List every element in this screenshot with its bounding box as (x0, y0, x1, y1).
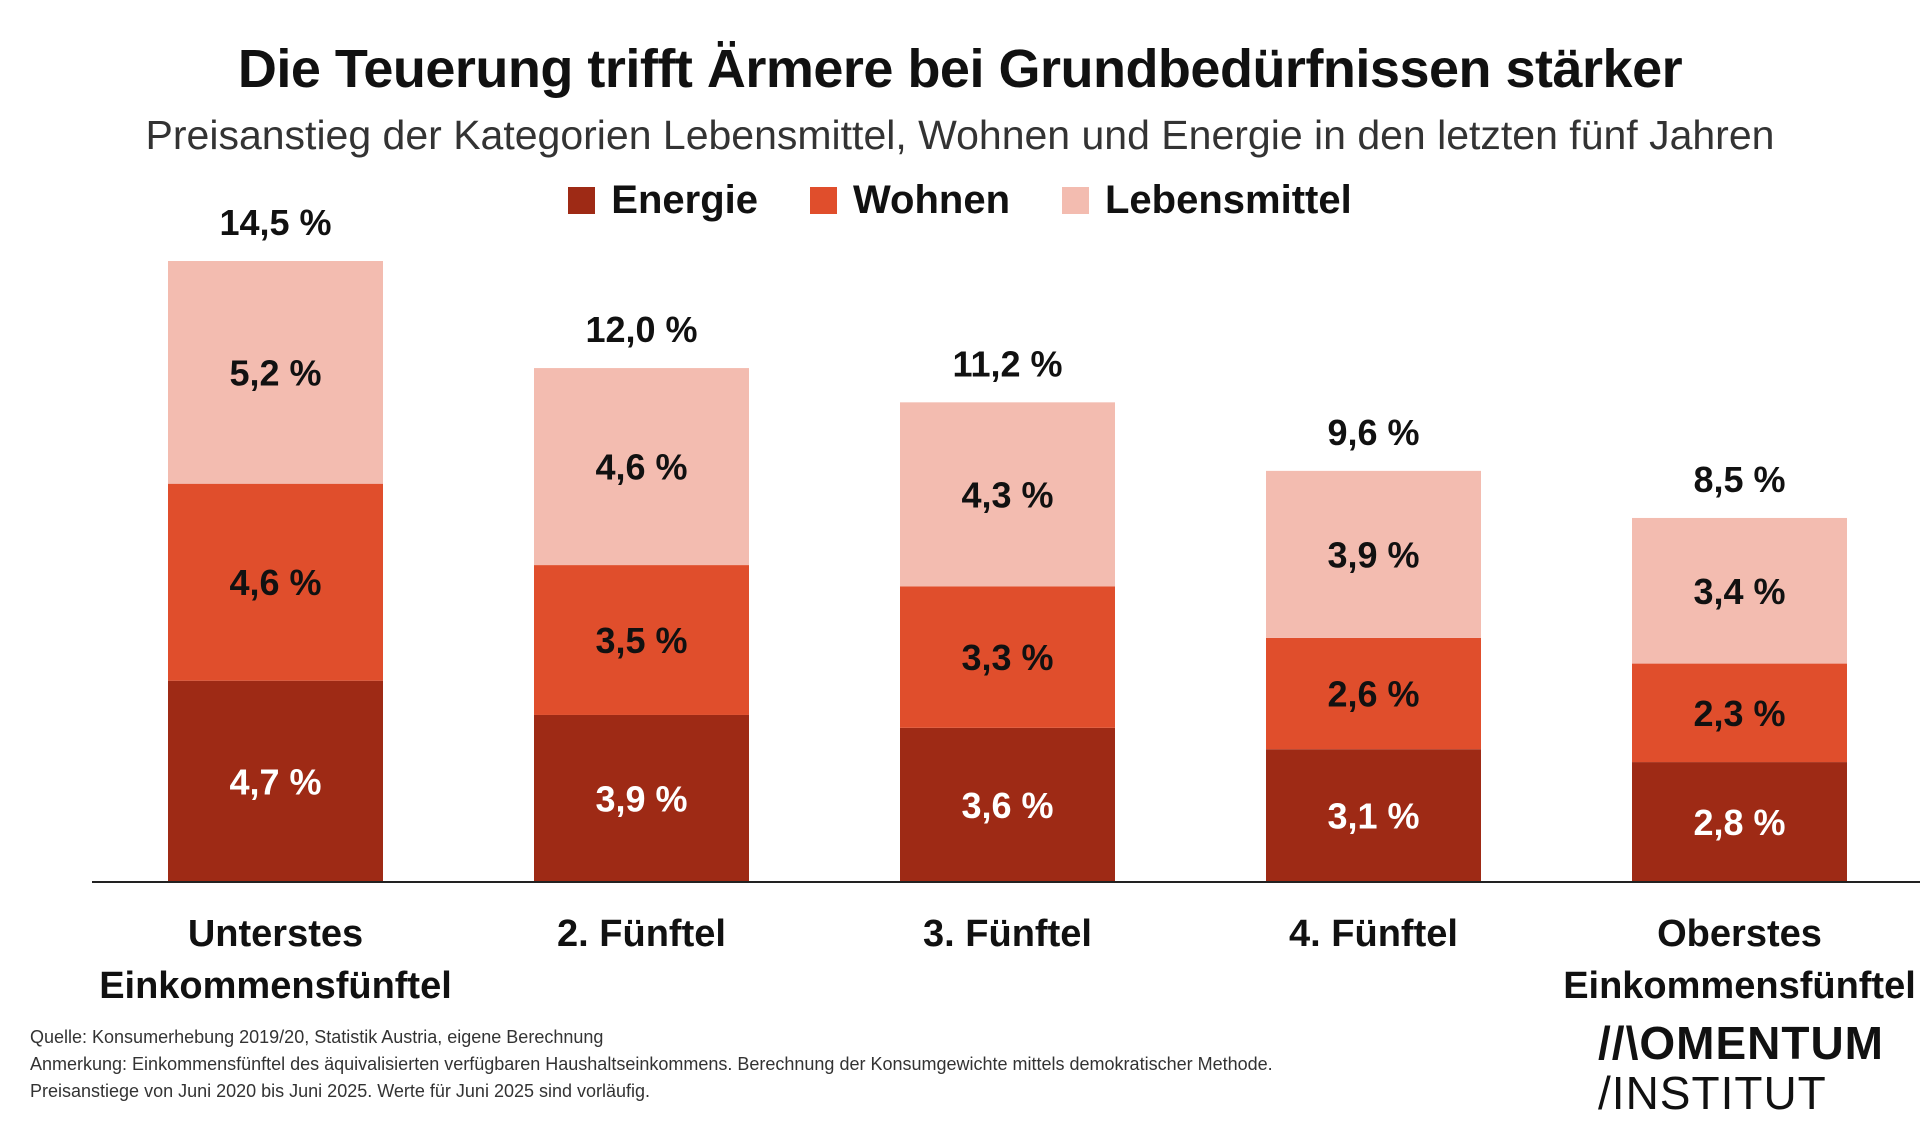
data-label-wohnen-1: 4,6 % (229, 562, 321, 603)
bar-wohnen-4 (1266, 637, 1481, 750)
x-tick-label-4: 4. Fünftel (1289, 913, 1458, 955)
x-tick-label-5-line-2: Einkommensfünftel (1563, 965, 1916, 1007)
data-label-lebensmittel-3: 4,3 % (961, 474, 1053, 515)
footnotes: Quelle: Konsumerhebung 2019/20, Statisti… (30, 1024, 1273, 1105)
x-tick-label-3: 3. Fünftel (923, 913, 1092, 955)
bar-lebensmittel-2 (534, 368, 749, 566)
total-label-3: 11,2 % (952, 343, 1062, 384)
bar-lebensmittel-5 (1632, 517, 1847, 664)
logo-line-1: //\OMENTUM (1598, 1017, 1884, 1069)
data-label-lebensmittel-4: 3,9 % (1327, 534, 1419, 575)
total-label-5: 8,5 % (1693, 459, 1785, 500)
x-tick-label-5-line-1: Oberstes (1657, 913, 1822, 955)
bar-wohnen-3 (900, 586, 1115, 728)
data-label-lebensmittel-1: 5,2 % (229, 352, 321, 393)
momentum-institut-logo: //\OMENTUM /INSTITUT (1598, 1018, 1884, 1118)
legend-item-wohnen: Wohnen (809, 178, 1010, 223)
data-label-energie-1: 4,7 % (229, 761, 321, 802)
legend: Energie Wohnen Lebensmittel (0, 178, 1920, 223)
logo-line-2: /INSTITUT (1598, 1067, 1827, 1119)
bar-energie-2 (534, 714, 749, 882)
stacked-bar-chart: 4,7 % 4,6 % 5,2 % 14,5 % Unterstes Einkommens… (92, 202, 1920, 1007)
bar-energie-5 (1632, 762, 1847, 882)
data-label-lebensmittel-2: 4,6 % (595, 447, 687, 488)
data-label-energie-5: 2,8 % (1693, 802, 1785, 843)
x-tick-label-1-line-1: Unterstes (188, 913, 363, 955)
bar-energie-1 (168, 680, 383, 882)
x-tick-label-1-line-2: Einkommensfünftel (99, 965, 452, 1007)
total-label-1: 14,5 % (219, 202, 331, 243)
x-tick-label-2: 2. Fünftel (557, 913, 726, 955)
legend-label-energie: Energie (611, 178, 758, 222)
chart-subtitle: Preisanstieg der Kategorien Lebensmittel… (145, 112, 1775, 158)
data-label-wohnen-4: 2,6 % (1327, 674, 1419, 715)
footnote-period: Preisanstiege von Juni 2020 bis Juni 202… (30, 1081, 651, 1101)
data-label-lebensmittel-5: 3,4 % (1693, 571, 1785, 612)
legend-label-wohnen: Wohnen (852, 178, 1010, 222)
legend-swatch-energie (568, 187, 596, 214)
bar-wohnen-2 (534, 565, 749, 715)
data-label-wohnen-2: 3,5 % (595, 620, 687, 661)
data-label-energie-4: 3,1 % (1327, 796, 1419, 837)
legend-label-lebensmittel: Lebensmittel (1105, 178, 1352, 222)
data-label-wohnen-5: 2,3 % (1693, 693, 1785, 734)
total-label-4: 9,6 % (1327, 412, 1419, 453)
bar-lebensmittel-1 (168, 261, 383, 484)
legend-item-energie: Energie (568, 178, 758, 223)
chart-title: Die Teuerung trifft Ärmere bei Grundbedü… (237, 39, 1683, 99)
bar-wohnen-1 (168, 483, 383, 681)
bar-lebensmittel-4 (1266, 470, 1481, 638)
legend-item-lebensmittel: Lebensmittel (1062, 178, 1352, 223)
footnote-note: Anmerkung: Einkommensfünftel des äquival… (30, 1054, 1273, 1074)
data-label-energie-3: 3,6 % (961, 785, 1053, 826)
bar-energie-4 (1266, 749, 1481, 882)
footnote-source: Quelle: Konsumerhebung 2019/20, Statisti… (30, 1027, 604, 1047)
bar-lebensmittel-3 (900, 402, 1115, 587)
data-label-energie-2: 3,9 % (595, 778, 687, 819)
data-label-wohnen-3: 3,3 % (961, 637, 1053, 678)
bar-energie-3 (900, 727, 1115, 882)
legend-swatch-lebensmittel (1062, 187, 1089, 214)
legend-swatch-wohnen (809, 187, 837, 214)
bar-wohnen-5 (1632, 663, 1847, 763)
total-label-2: 12,0 % (585, 309, 697, 350)
